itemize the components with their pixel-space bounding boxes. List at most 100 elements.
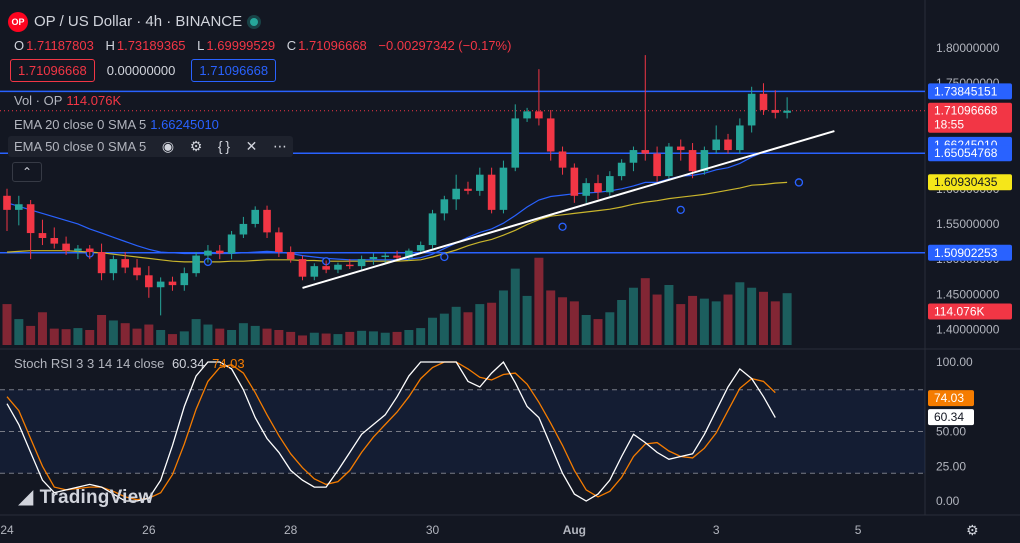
volume-bar: [723, 294, 733, 345]
candle-body: [286, 252, 295, 260]
candle-body: [168, 281, 177, 286]
volume-bar: [215, 328, 225, 345]
time-tick-label: 3: [713, 523, 720, 537]
ohlc-close-key: C: [286, 38, 297, 53]
candle-body: [180, 273, 189, 286]
ema50-line: [6, 181, 788, 263]
candle-body: [570, 167, 579, 196]
ohlc-open: 1.71187803: [26, 38, 94, 53]
volume-bar: [227, 330, 237, 345]
candle-body: [499, 167, 508, 210]
candle-body: [121, 259, 129, 268]
candle-body: [546, 118, 555, 152]
buy-price-button[interactable]: 1.71096668: [191, 59, 277, 82]
volume-bar: [581, 315, 591, 345]
candle-body: [275, 232, 283, 253]
ema20-legend[interactable]: EMA 20 close 0 SMA 5 1.66245010: [14, 117, 219, 132]
braces-icon[interactable]: { }: [217, 138, 231, 154]
candle-body: [239, 223, 248, 235]
stoch-rsi-legend[interactable]: Stoch RSI 3 3 14 14 close 60.34 74.03: [14, 356, 245, 371]
sell-price-button[interactable]: 1.71096668: [10, 59, 95, 82]
volume-bar: [404, 330, 414, 345]
volume-bar: [628, 287, 638, 345]
candle-body: [736, 125, 744, 151]
candle-body: [38, 233, 47, 238]
volume-bar: [97, 315, 107, 345]
candle-body: [629, 150, 638, 163]
stoch-k-value: 60.34: [171, 356, 205, 371]
price-tick-label: 1.40000000: [936, 322, 1000, 336]
candle-body: [310, 266, 319, 277]
candle-body: [594, 183, 602, 193]
stoch-axis-label-bg: [928, 409, 974, 426]
volume-bar: [735, 282, 745, 345]
volume-bar: [676, 304, 686, 345]
ema50-legend[interactable]: EMA 50 close 0 SMA 5 ◉ ⚙ { } ✕ ⋯: [8, 136, 294, 157]
ema20-label: EMA 20 close 0 SMA 5: [14, 117, 147, 132]
volume-bar: [546, 290, 556, 345]
volume-bar: [534, 257, 544, 345]
volume-bar: [747, 287, 757, 345]
volume-value: 114.076K: [66, 93, 122, 108]
chart-settings-gear-icon[interactable]: ⚙: [966, 522, 979, 538]
volume-bar: [416, 328, 426, 345]
volume-bar: [498, 290, 508, 345]
volume-bar: [782, 293, 792, 345]
candle-body: [688, 150, 697, 172]
gear-icon[interactable]: ⚙: [189, 138, 203, 154]
collapse-legend-button[interactable]: ⌃: [12, 162, 42, 182]
candle-body: [606, 176, 614, 193]
volume-bar: [640, 278, 650, 345]
ema-marker-circle: [440, 252, 449, 262]
price-axis-label-bg: [928, 145, 1012, 162]
stoch-d-value: 74.03: [212, 356, 245, 371]
symbol-header[interactable]: OP OP / US Dollar · 4h · BINANCE: [8, 12, 259, 32]
candle-body: [712, 139, 720, 151]
price-axis-label-bg: [928, 83, 1012, 100]
candle-body: [747, 93, 756, 126]
candle-body: [133, 267, 141, 276]
price-tick-label: 1.80000000: [936, 41, 1000, 55]
volume-bar: [262, 328, 272, 345]
price-axis-label-bg: [928, 303, 1012, 320]
candle-body: [50, 238, 59, 244]
candle-body: [700, 150, 709, 172]
volume-bar: [664, 285, 674, 345]
more-icon[interactable]: ⋯: [273, 138, 288, 154]
candle-body: [582, 183, 590, 196]
tradingview-logo[interactable]: ◢ TradingView: [18, 484, 153, 509]
volume-bar: [144, 324, 154, 345]
stoch-k-line: [6, 360, 776, 502]
ohlc-high: 1.73189365: [116, 38, 186, 53]
volume-bar: [652, 294, 662, 345]
symbol-title: OP / US Dollar · 4h · BINANCE: [34, 12, 243, 30]
candle-countdown-label: 18:55: [934, 118, 964, 132]
candle-body: [227, 234, 236, 254]
price-tick-label: 1.55000000: [936, 217, 1000, 231]
volume-legend[interactable]: Vol · OP 114.076K: [14, 93, 121, 108]
candle-body: [26, 204, 35, 234]
candle-body: [74, 248, 82, 251]
stoch-axis-label: 74.03: [934, 391, 964, 405]
candle-body: [345, 264, 354, 267]
time-tick-label: 5: [855, 523, 862, 537]
volume-bar: [61, 329, 71, 345]
volume-bar: [85, 330, 95, 345]
candle-body: [298, 259, 307, 277]
volume-bar: [428, 317, 438, 345]
candle-body: [617, 162, 626, 177]
candle-body: [381, 255, 390, 257]
candle-body: [393, 255, 401, 258]
volume-bar: [167, 334, 177, 345]
spread-value: 0.00000000: [106, 63, 176, 78]
close-icon[interactable]: ✕: [245, 138, 258, 154]
eye-icon[interactable]: ◉: [161, 138, 175, 154]
stoch-tick-label: 25.00: [936, 459, 966, 473]
volume-bar: [179, 331, 189, 345]
time-tick-label: 30: [426, 523, 440, 537]
volume-bar: [156, 330, 166, 345]
candle-body: [97, 252, 106, 274]
volume-bar: [770, 301, 780, 345]
price-axis-label: 1.65054768: [934, 146, 998, 160]
